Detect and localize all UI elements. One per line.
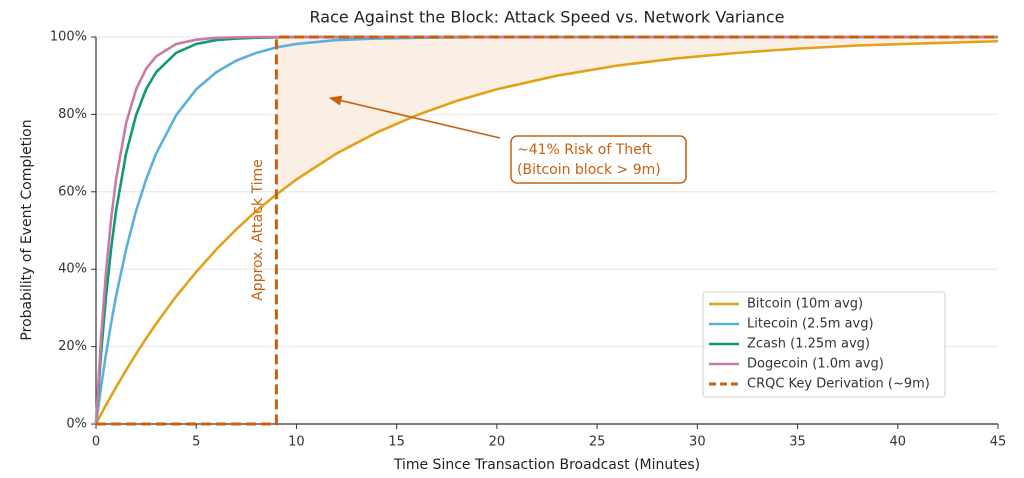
y-tick-label: 60%: [58, 184, 87, 199]
annotation-text: (Bitcoin block > 9m): [517, 162, 661, 178]
risk-shade: [276, 37, 998, 195]
annotation-text: Approx. Attack Time: [250, 159, 266, 301]
legend-label: CRQC Key Derivation (~9m): [747, 377, 930, 392]
legend-label: Litecoin (2.5m avg): [747, 317, 874, 332]
x-tick-label: 10: [288, 435, 305, 450]
x-axis-label: Time Since Transaction Broadcast (Minute…: [393, 457, 700, 473]
x-tick-label: 40: [890, 435, 907, 450]
x-tick-label: 20: [489, 435, 506, 450]
legend-box: [702, 291, 946, 398]
y-tick-label: 100%: [50, 30, 87, 45]
series-line: [96, 35, 998, 426]
y-tick-label: 0%: [66, 417, 87, 432]
x-tick-label: 45: [990, 435, 1007, 450]
y-tick-label: 20%: [58, 339, 87, 354]
x-tick-label: 15: [388, 435, 405, 450]
annotation-arrow: [328, 95, 501, 139]
legend-label: Zcash (1.25m avg): [747, 337, 870, 352]
series-line: [94, 35, 998, 425]
y-axis-label: Probability of Event Completion: [19, 119, 35, 340]
x-tick-label: 5: [192, 435, 200, 450]
legend-label: Bitcoin (10m avg): [747, 297, 863, 312]
x-tick-label: 0: [92, 435, 100, 450]
annotation-box: [510, 135, 687, 184]
y-tick-label: 80%: [58, 107, 87, 122]
x-tick-label: 30: [689, 435, 706, 450]
annotation-text: ~41% Risk of Theft: [517, 142, 652, 158]
x-tick-label: 25: [589, 435, 606, 450]
y-tick-label: 40%: [58, 262, 87, 277]
legend-label: Dogecoin (1.0m avg): [747, 357, 884, 372]
x-tick-label: 35: [789, 435, 806, 450]
chart-title: Race Against the Block: Attack Speed vs.…: [310, 8, 785, 27]
